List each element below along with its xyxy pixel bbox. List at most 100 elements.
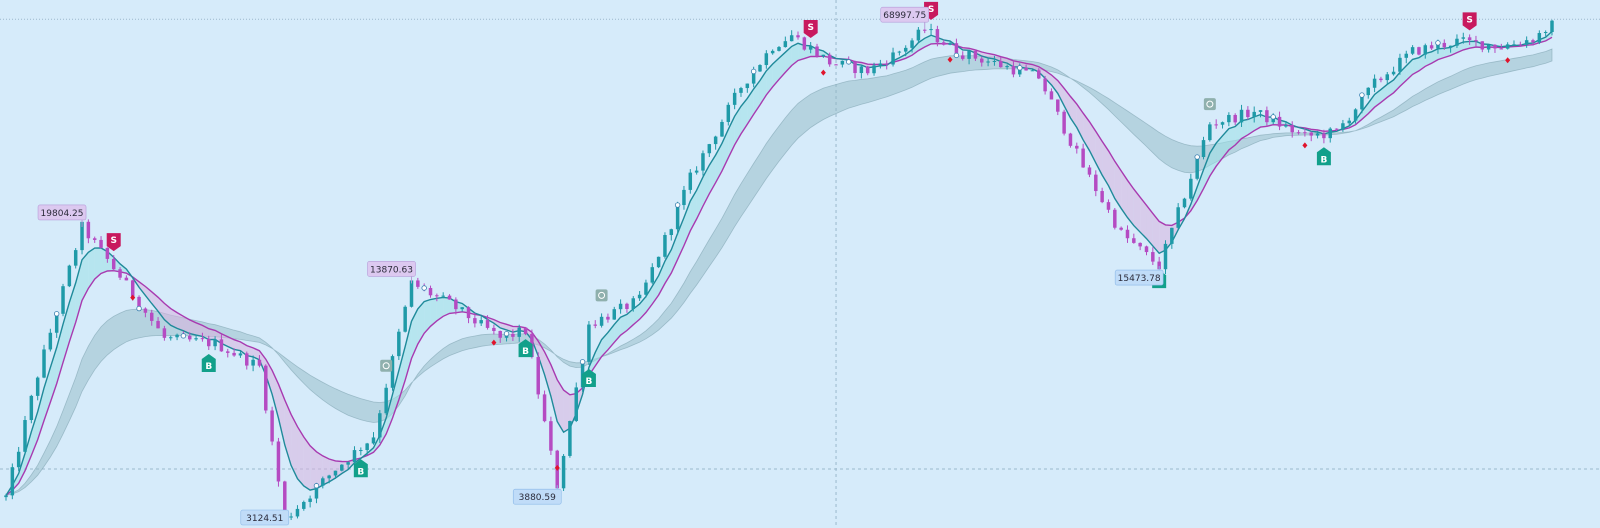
candle	[226, 348, 230, 358]
candle	[1220, 121, 1225, 129]
buy-signal-label: B	[357, 467, 364, 477]
candle-body	[1315, 133, 1320, 136]
bull-cloud-segment	[1469, 41, 1476, 49]
bull-cloud-segment	[75, 259, 83, 323]
buy-signal: B	[201, 354, 216, 373]
candle	[536, 352, 540, 399]
bull-cloud-segment	[1437, 48, 1445, 60]
candle-body	[1442, 42, 1447, 48]
bear-cloud-segment	[1102, 141, 1109, 186]
candle	[922, 29, 927, 34]
candle-body	[1524, 40, 1529, 45]
refresh-icon	[1206, 100, 1214, 108]
candle	[745, 83, 750, 93]
sell-signal-label: S	[1466, 15, 1472, 25]
candle	[1176, 203, 1180, 230]
candle	[1512, 40, 1516, 46]
candle-body	[168, 337, 173, 339]
candle	[1486, 44, 1491, 53]
candle-body	[1341, 123, 1345, 130]
bull-cloud-segment	[1222, 128, 1229, 158]
bull-cloud-segment	[405, 321, 412, 381]
candle	[333, 470, 338, 479]
candle-body	[1347, 120, 1351, 124]
annotation-text: 68997.75	[883, 11, 926, 21]
candle	[1163, 240, 1168, 275]
candle	[1113, 207, 1117, 230]
candle-body	[473, 318, 477, 324]
candle-body	[295, 508, 300, 517]
candle	[289, 512, 293, 521]
candle	[1233, 113, 1237, 126]
candle-body	[346, 462, 350, 465]
candle	[188, 332, 192, 342]
candle-body	[1512, 44, 1516, 46]
candle	[441, 292, 445, 299]
candle	[574, 382, 578, 423]
bull-cloud-segment	[791, 43, 799, 66]
candle	[707, 143, 712, 158]
candle	[1214, 119, 1218, 129]
candle-body	[935, 29, 940, 43]
signal-dot	[1270, 114, 1276, 120]
bull-cloud-segment	[595, 339, 602, 366]
candle-body	[270, 410, 274, 442]
neutral-marker	[595, 289, 608, 302]
candle-body	[827, 54, 832, 65]
bull-cloud-segment	[398, 346, 406, 400]
candle-body	[1322, 133, 1326, 139]
candle-body	[162, 328, 167, 338]
candle-body	[783, 41, 788, 48]
candle	[1252, 106, 1256, 123]
candle	[1246, 106, 1250, 120]
bull-cloud-segment	[63, 302, 70, 363]
candle	[1030, 69, 1035, 72]
bull-cloud-segment	[1418, 53, 1426, 71]
candle-body	[1113, 209, 1117, 228]
candle	[1398, 53, 1402, 75]
annotation-text: 19804.25	[41, 209, 84, 219]
candle-body	[758, 65, 762, 72]
signal-dot	[1194, 154, 1200, 160]
candle-body	[732, 92, 737, 105]
candle-body	[466, 307, 471, 319]
candle	[1372, 74, 1377, 93]
candle	[796, 31, 800, 40]
candle	[701, 150, 705, 176]
annotation-box	[367, 261, 416, 277]
candle	[1328, 127, 1332, 143]
candle	[625, 302, 629, 313]
candle-body	[777, 47, 781, 51]
candle-body	[1081, 148, 1085, 168]
candle	[511, 329, 515, 341]
candle-body	[61, 286, 65, 314]
candle	[872, 62, 876, 76]
candle	[1075, 142, 1079, 154]
candle	[770, 49, 775, 55]
candle-body	[213, 339, 217, 347]
buy-signal-label: B	[205, 362, 212, 372]
candle	[929, 23, 933, 36]
candle-body	[314, 485, 319, 499]
candle-body	[1119, 227, 1123, 230]
signal-dot	[136, 305, 142, 312]
bull-cloud-segment	[1228, 126, 1236, 150]
candle	[416, 277, 420, 289]
candle-body	[726, 104, 731, 122]
bear-cloud-segment	[557, 379, 564, 433]
candle	[688, 169, 693, 194]
candle	[783, 36, 788, 48]
bull-cloud-segment	[753, 80, 760, 115]
candle-body	[1024, 67, 1028, 71]
bear-cloud-segment	[183, 316, 190, 334]
candle-body	[1157, 261, 1161, 270]
candle	[1467, 34, 1472, 46]
candle	[948, 41, 952, 46]
bull-cloud-segment	[1361, 103, 1369, 120]
signal-dot	[180, 333, 187, 339]
candle	[1404, 50, 1409, 64]
candle	[42, 344, 46, 379]
